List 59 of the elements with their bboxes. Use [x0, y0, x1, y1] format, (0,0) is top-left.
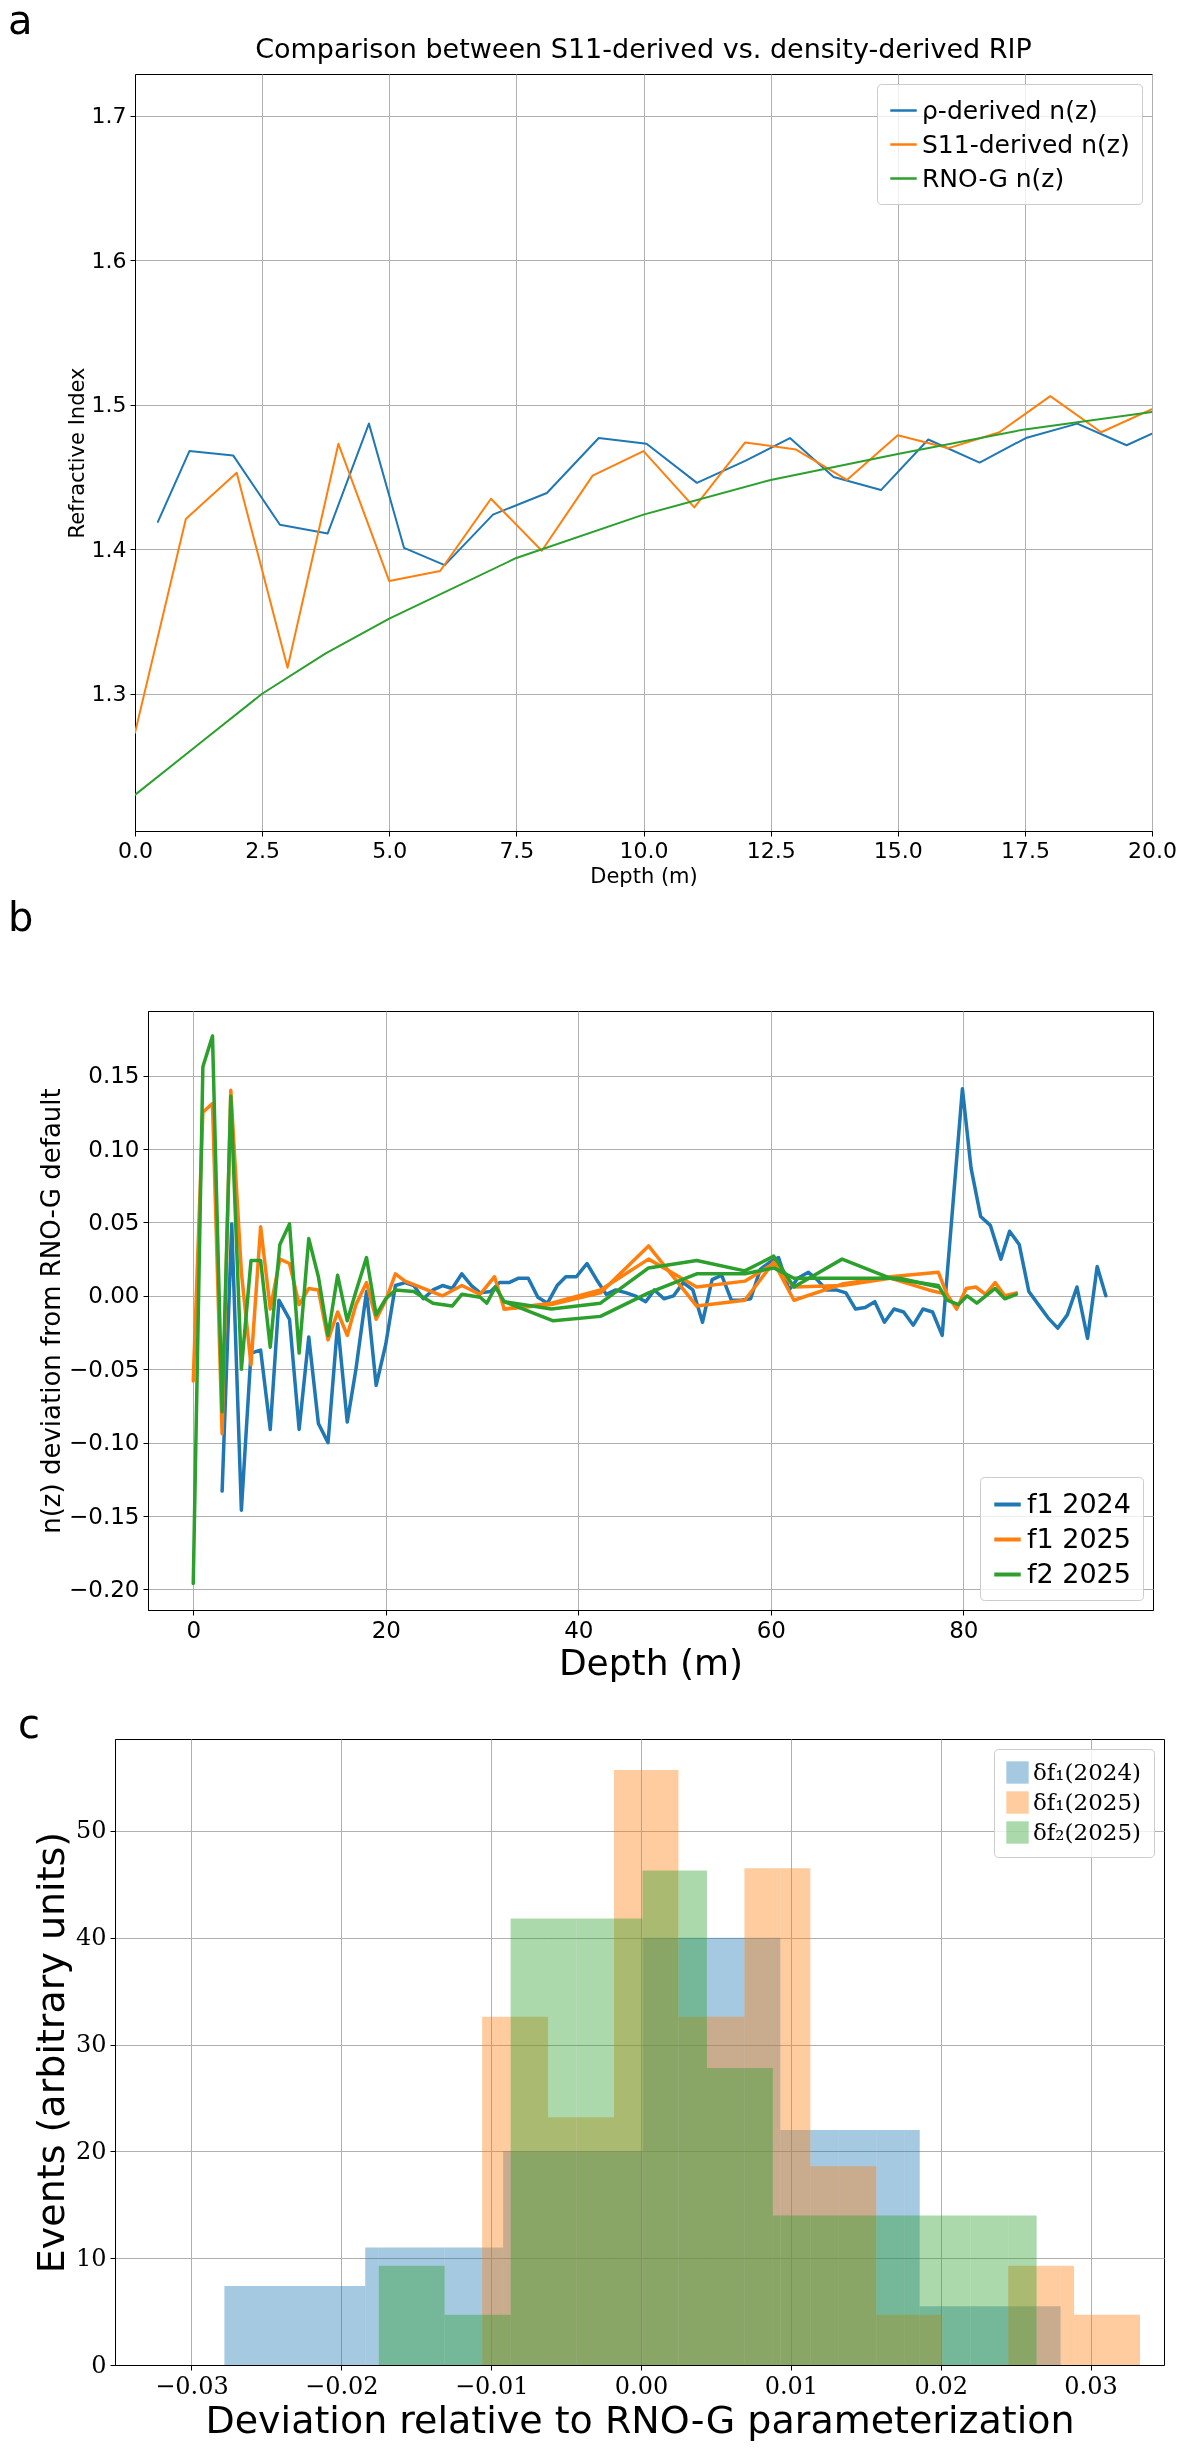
x-tick-label: 0.00 [614, 2371, 669, 2400]
text: b [8, 894, 34, 940]
x-tick-label: 0.03 [1064, 2371, 1118, 2400]
y-tick-label: 0.10 [88, 1135, 140, 1162]
y-tick-label: 0.00 [88, 1282, 140, 1309]
legend-label: δf₂(2025) [1033, 1818, 1142, 1845]
y-tick-label: −0.10 [69, 1429, 140, 1456]
y-tick-label: 1.3 [91, 681, 127, 707]
legend-label: f1 2024 [1027, 1487, 1131, 1519]
legend-label: S11-derived n(z) [922, 129, 1130, 159]
x-tick-label: 12.5 [746, 837, 796, 863]
y-tick-label: 20 [75, 2136, 107, 2165]
x-tick-label: −0.02 [305, 2371, 379, 2400]
x-tick-label: 2.5 [245, 837, 281, 863]
x-tick-label: 7.5 [499, 837, 535, 863]
chart-title: Comparison between S11-derived vs. density-derived RIP [255, 33, 1032, 64]
x-tick-label: 80 [949, 1616, 979, 1643]
y-tick-label: 40 [75, 1923, 107, 1952]
text: a [8, 0, 33, 43]
x-axis-title: Depth (m) [558, 1641, 744, 1683]
y-tick-label: −0.15 [69, 1502, 140, 1529]
x-axis-title: Depth (m) [590, 863, 698, 888]
y-tick-label: 1.6 [91, 247, 127, 273]
text: c [18, 1701, 40, 1747]
x-tick-label: 20.0 [1128, 837, 1177, 863]
y-tick-label: 1.4 [91, 536, 127, 562]
x-tick-label: 0.0 [118, 837, 153, 863]
y-tick-label: 1.7 [91, 103, 127, 129]
y-tick-label: 50 [75, 1816, 107, 1845]
y-tick-label: 0.15 [88, 1062, 140, 1089]
y-tick-label: −0.05 [69, 1355, 140, 1382]
legend-label: RNO-G n(z) [922, 163, 1065, 193]
y-tick-label: 1.5 [91, 392, 127, 418]
legend-label: f1 2025 [1027, 1522, 1131, 1554]
y-axis-title: Refractive Index [64, 367, 89, 539]
x-tick-label: 20 [371, 1616, 401, 1643]
x-tick-label: −0.01 [454, 2371, 529, 2400]
y-axis-title: Events (arbitrary units) [28, 1831, 73, 2274]
x-tick-label: −0.03 [155, 2371, 229, 2400]
x-tick-label: 0.02 [914, 2371, 968, 2400]
y-tick-label: 0.05 [88, 1208, 140, 1235]
x-tick-label: 15.0 [873, 837, 923, 863]
x-axis-title: Deviation relative to RNO-G parameterization [205, 2397, 1075, 2442]
legend-label: f2 2025 [1027, 1557, 1131, 1589]
y-tick-label: −0.20 [69, 1575, 140, 1602]
x-tick-label: 10.0 [619, 837, 669, 863]
x-tick-label: 0.01 [764, 2371, 819, 2400]
legend-label: δf₁(2025) [1033, 1788, 1142, 1815]
y-tick-label: 30 [75, 2030, 107, 2059]
x-tick-label: 0 [186, 1616, 202, 1643]
x-tick-label: 40 [564, 1616, 594, 1643]
x-tick-label: 60 [756, 1616, 786, 1643]
y-tick-label: 0 [91, 2350, 107, 2379]
legend-label: δf₁(2024) [1033, 1758, 1142, 1785]
x-tick-label: 5.0 [372, 837, 408, 863]
y-tick-label: 10 [75, 2243, 107, 2272]
y-axis-title: n(z) deviation from RNO-G default [36, 1088, 67, 1534]
legend-label: ρ-derived n(z) [922, 95, 1098, 125]
x-tick-label: 17.5 [1000, 837, 1050, 863]
